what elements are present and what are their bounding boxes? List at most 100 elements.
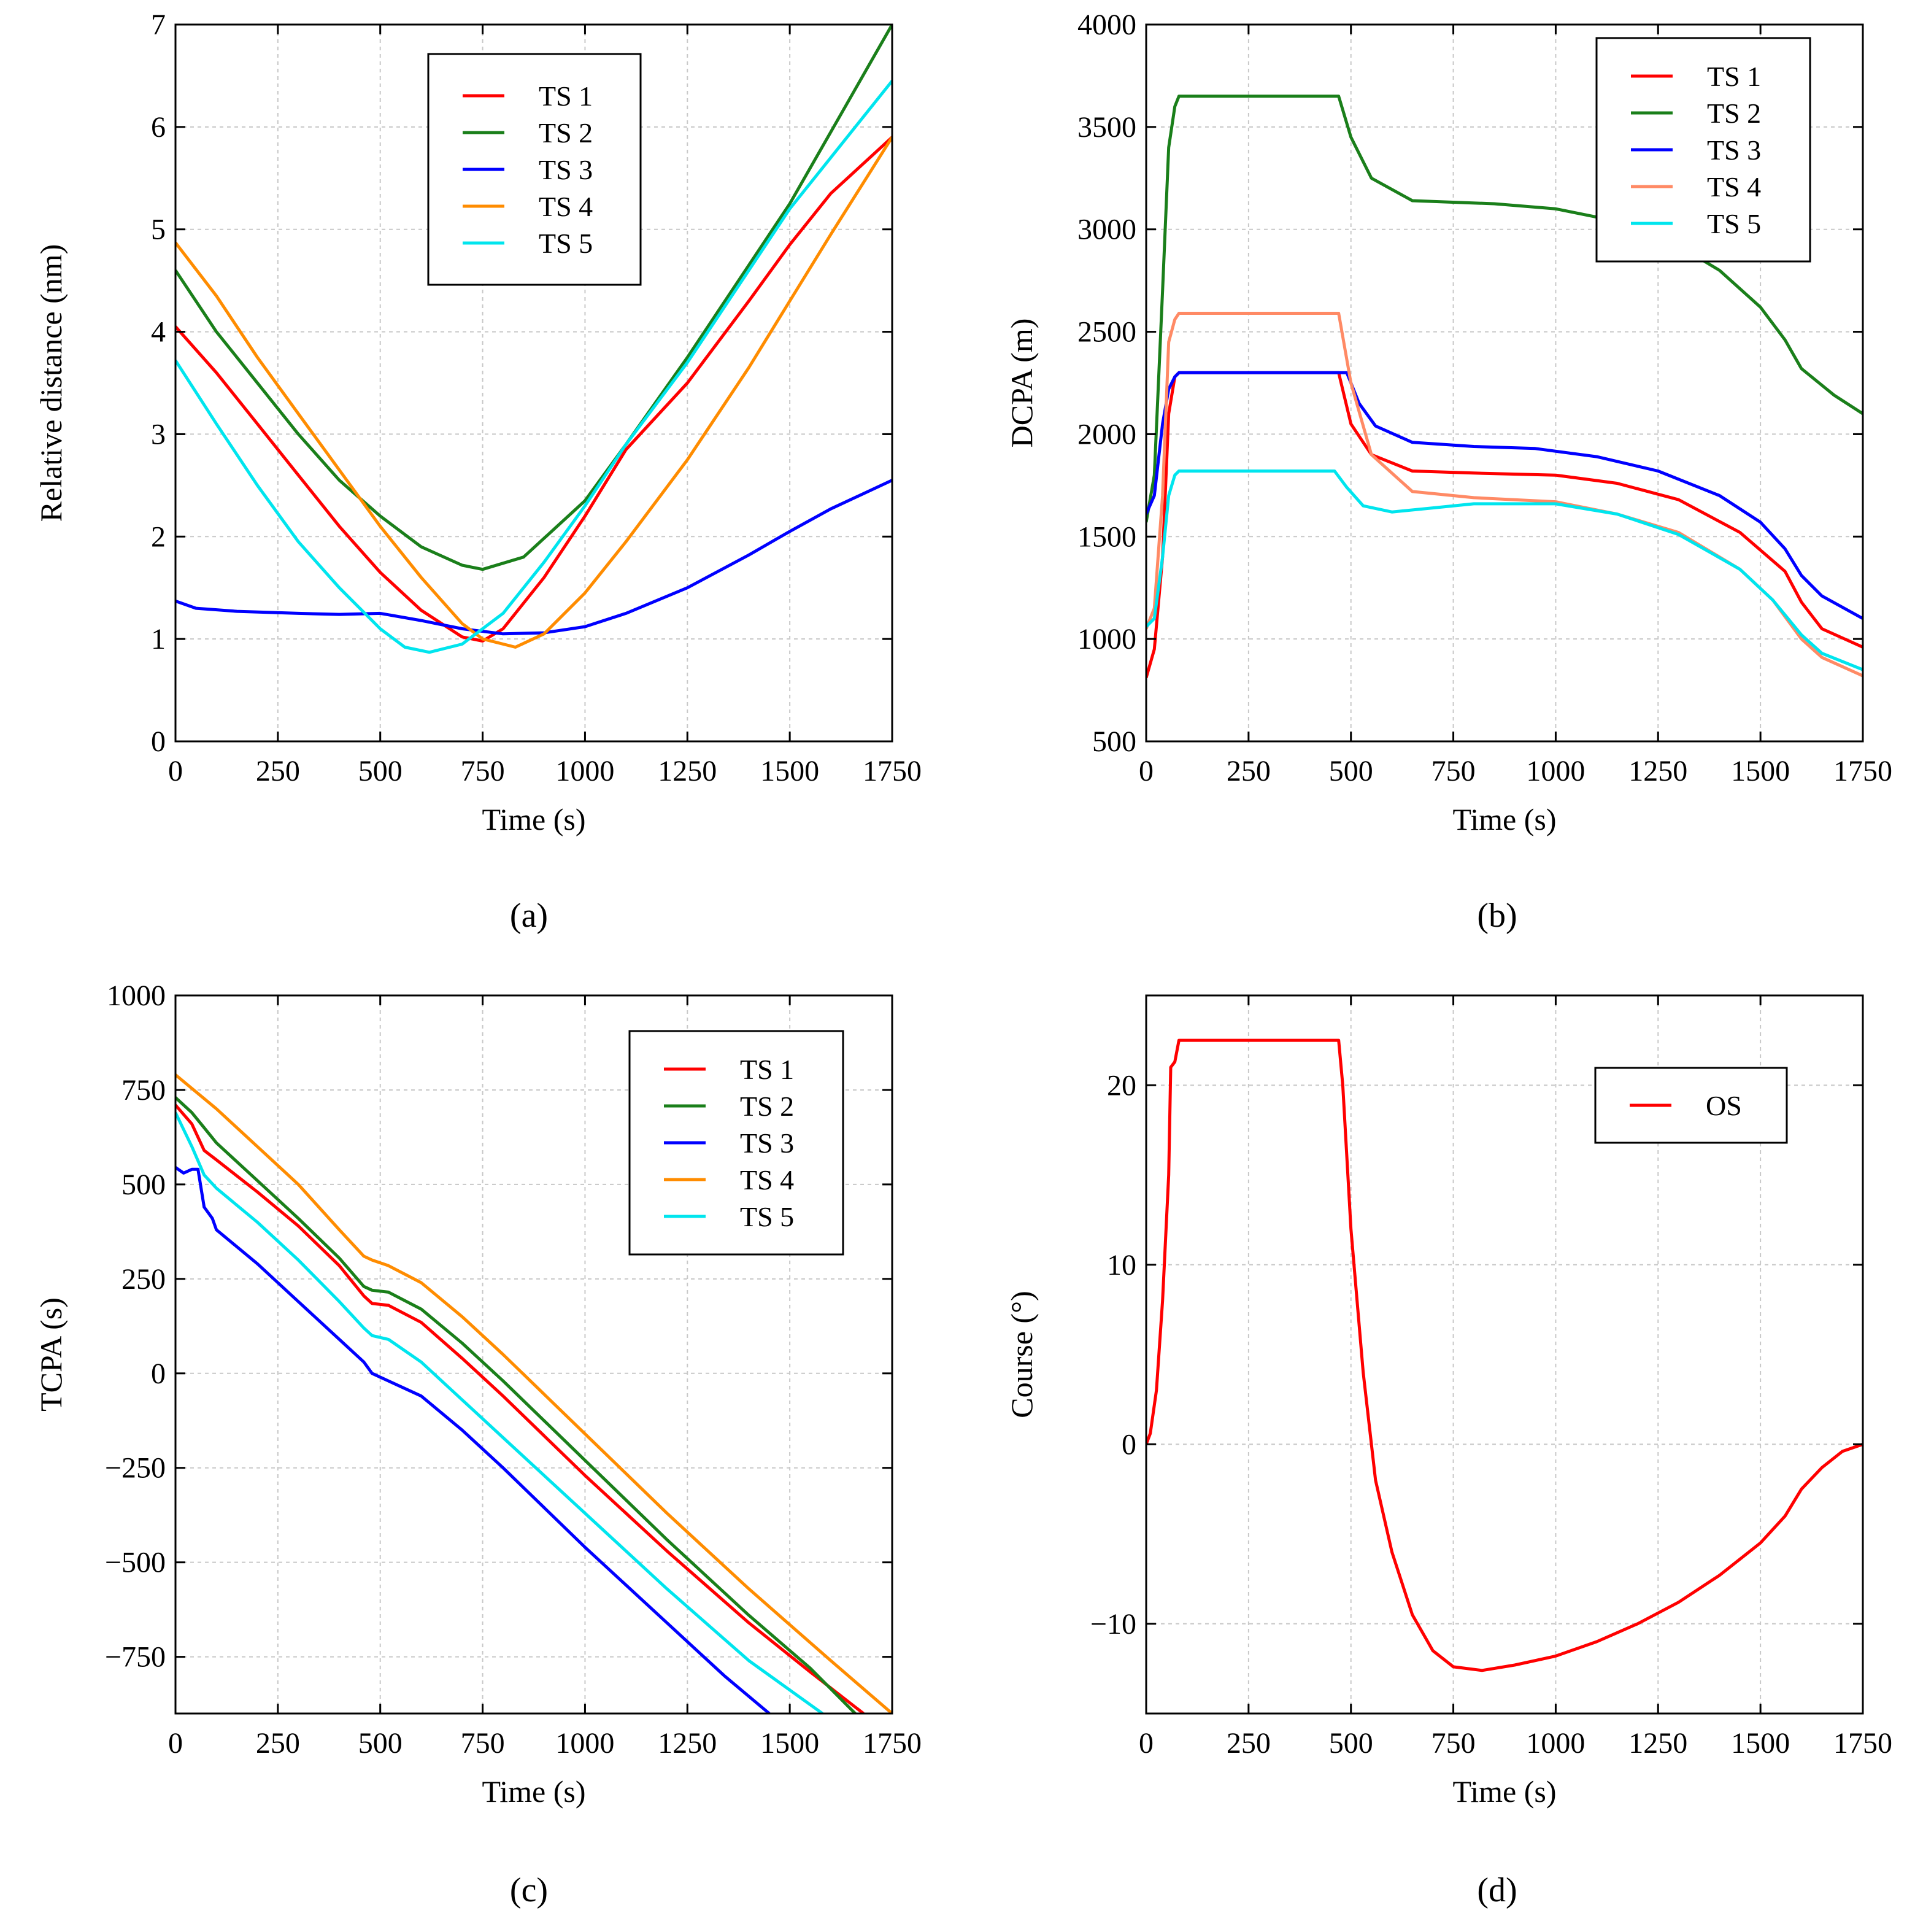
- x-tick-label: 1500: [760, 1727, 819, 1760]
- legend-label: TS 1: [1707, 61, 1761, 92]
- x-tick-label: 0: [1139, 755, 1154, 787]
- x-tick-label: 1750: [863, 1727, 922, 1760]
- legend-label: TS 2: [539, 117, 593, 149]
- y-axis-label: TCPA (s): [34, 1297, 68, 1412]
- series-line-ts-3: [1146, 371, 1863, 620]
- legend: OS: [1594, 1067, 1788, 1144]
- y-tick-label: −250: [105, 1452, 166, 1485]
- legend-label: TS 4: [740, 1164, 794, 1196]
- series-line-ts-4: [1146, 312, 1863, 678]
- series-line-ts-5: [1146, 469, 1863, 671]
- x-tick-label: 1750: [863, 755, 922, 787]
- y-tick-label: 20: [1107, 1069, 1136, 1102]
- legend-box: [628, 1030, 844, 1256]
- legend-box: [1594, 1067, 1788, 1144]
- y-tick-label: 6: [151, 111, 166, 144]
- y-tick-label: 500: [1092, 725, 1136, 758]
- x-tick-label: 1000: [1526, 1727, 1585, 1760]
- legend-label: OS: [1706, 1090, 1742, 1121]
- series-line-ts-5: [175, 1111, 823, 1714]
- y-axis-label: DCPA (m): [1004, 319, 1039, 448]
- y-tick-label: 0: [151, 725, 166, 758]
- legend: TS 1 TS 2 TS 3 TS 4 TS 5: [628, 1030, 844, 1256]
- x-tick-label: 1500: [1731, 755, 1790, 787]
- x-tick-label: 1250: [658, 1727, 717, 1760]
- panel-d: 0 250 500 750 1000 1250 1500 1750 −10 0 10 20 Time (…: [1004, 994, 1892, 1809]
- panel-a: 0 250 500 750 1000 1250 1500 1750 0 1 2 3 4 5 6 7 Time (…: [34, 9, 922, 837]
- y-tick-label: 3000: [1077, 214, 1136, 246]
- plot-frame: [174, 23, 893, 743]
- x-tick-label: 750: [461, 1727, 505, 1760]
- y-tick-label: 2000: [1077, 418, 1136, 450]
- x-tick-label: 750: [1431, 1727, 1476, 1760]
- y-tick-label: 1000: [1077, 623, 1136, 655]
- x-tick-label: 500: [358, 755, 403, 787]
- y-tick-label: 10: [1107, 1249, 1136, 1281]
- y-tick-label: 500: [121, 1169, 166, 1201]
- caption-a: (a): [510, 897, 548, 935]
- x-tick-label: 750: [1431, 755, 1476, 787]
- legend: TS 1 TS 2 TS 3 TS 4 TS 5: [1595, 37, 1811, 263]
- y-tick-label: 3500: [1077, 111, 1136, 144]
- plot-frame: [1145, 994, 1864, 1715]
- caption-c: (c): [510, 1871, 548, 1909]
- x-tick-label: 250: [1227, 755, 1271, 787]
- legend-label: TS 4: [1707, 171, 1761, 203]
- x-tick-label: 1500: [1731, 1727, 1790, 1760]
- x-tick-label: 1750: [1833, 1727, 1892, 1760]
- legend-label: TS 5: [740, 1201, 794, 1232]
- legend-label: TS 1: [539, 80, 593, 112]
- caption-d: (d): [1477, 1871, 1517, 1909]
- x-tick-label: 250: [256, 755, 300, 787]
- x-tick-label: 1250: [1628, 755, 1687, 787]
- x-axis-label: Time (s): [1452, 802, 1556, 837]
- x-tick-label: 500: [358, 1727, 403, 1760]
- legend-box: [1595, 37, 1811, 263]
- x-tick-label: 1000: [555, 755, 614, 787]
- x-tick-label: 250: [1227, 1727, 1271, 1760]
- x-axis-label: Time (s): [482, 802, 585, 837]
- legend-box: [427, 53, 642, 286]
- legend-label: TS 5: [539, 228, 593, 259]
- y-tick-label: 2500: [1077, 316, 1136, 349]
- series-line-ts-1: [175, 1103, 865, 1714]
- x-tick-label: 500: [1329, 755, 1373, 787]
- y-tick-label: 750: [121, 1074, 166, 1107]
- series-line-ts-4: [175, 1073, 892, 1714]
- plot-frame: [1145, 23, 1864, 743]
- legend-label: TS 1: [740, 1054, 794, 1085]
- x-tick-label: 1000: [555, 1727, 614, 1760]
- panel-c: 0 250 500 750 1000 1250 1500 1750 −750 −500 −250 0 2…: [34, 980, 922, 1809]
- series-line-ts-2: [175, 1096, 857, 1714]
- series-line-ts-3: [175, 479, 892, 636]
- panel-b: 0 250 500 750 1000 1250 1500 1750 500 1000 1500 200…: [1004, 9, 1892, 837]
- series-line-ts-2: [1146, 95, 1863, 523]
- y-tick-label: 7: [151, 9, 166, 41]
- y-tick-label: 250: [121, 1263, 166, 1296]
- x-tick-label: 1250: [1628, 1727, 1687, 1760]
- legend-label: TS 3: [740, 1127, 794, 1159]
- series-line-ts-2: [175, 25, 892, 571]
- series-line-ts-4: [175, 136, 892, 649]
- y-tick-label: 0: [151, 1358, 166, 1390]
- series-line-ts-3: [175, 1166, 771, 1714]
- x-axis-label: Time (s): [1452, 1774, 1556, 1809]
- y-tick-label: 4000: [1077, 9, 1136, 41]
- legend-label: TS 2: [740, 1091, 794, 1122]
- y-tick-label: 1500: [1077, 520, 1136, 553]
- x-tick-label: 0: [168, 755, 183, 787]
- y-tick-label: 1: [151, 623, 166, 655]
- legend-label: TS 4: [539, 191, 593, 222]
- x-tick-label: 1750: [1833, 755, 1892, 787]
- plot-frame: [174, 994, 893, 1715]
- y-tick-label: 0: [1122, 1428, 1136, 1461]
- y-tick-label: 2: [151, 520, 166, 553]
- y-tick-label: −10: [1090, 1608, 1136, 1640]
- series-line-os: [1146, 1038, 1863, 1672]
- series-line-ts-1: [175, 136, 892, 643]
- x-tick-label: 1250: [658, 755, 717, 787]
- x-tick-label: 1000: [1526, 755, 1585, 787]
- y-tick-label: 4: [151, 316, 166, 349]
- x-tick-label: 1500: [760, 755, 819, 787]
